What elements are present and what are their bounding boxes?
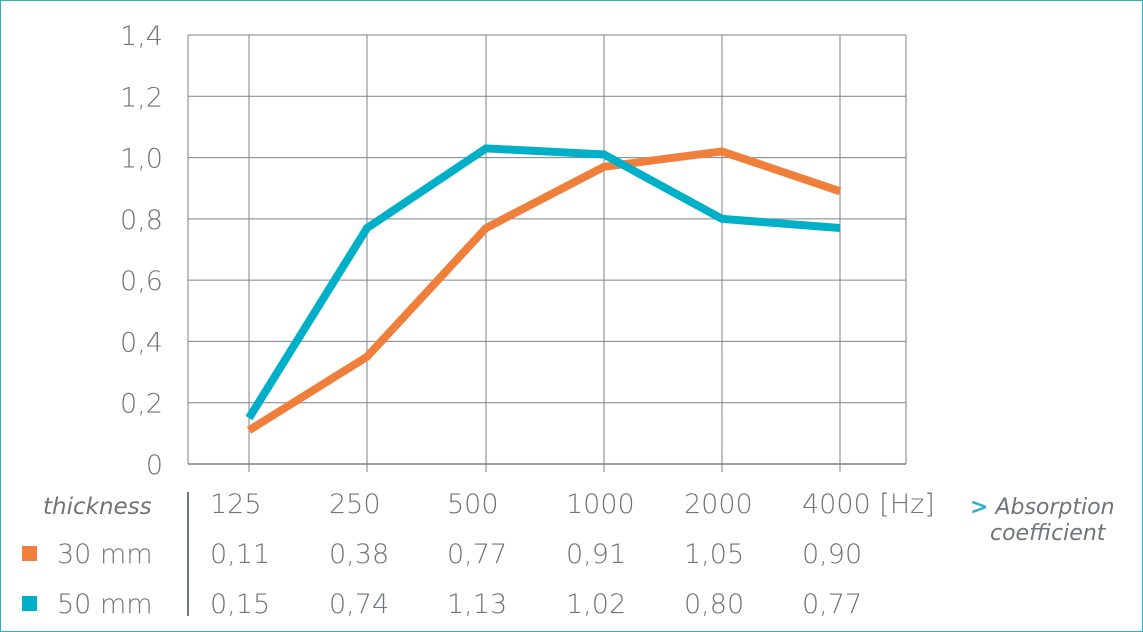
note-line2: coefficient <box>990 521 1106 547</box>
y-tick-label: 0,6 <box>120 266 163 297</box>
table-separator <box>187 492 189 616</box>
y-tick-label: 1,2 <box>120 82 163 113</box>
header-cell: 1000 <box>566 489 635 520</box>
legend-swatch-50mm <box>22 596 37 611</box>
y-tick-label: 0,8 <box>120 205 163 236</box>
row-30mm-cell: 0,38 <box>329 539 390 570</box>
y-tick-label: 0 <box>146 450 163 481</box>
y-tick-label: 0,2 <box>120 389 163 420</box>
row-50mm-cell: 1,13 <box>447 589 508 620</box>
legend-swatch-30mm <box>22 546 37 561</box>
note-line1: Absorption <box>995 495 1115 520</box>
row-30mm-cell: 0,90 <box>802 539 863 570</box>
row-label-30mm: 30 mm <box>57 539 153 570</box>
series-line-50mm <box>245 144 841 421</box>
row-50mm-cell: 1,02 <box>566 589 627 620</box>
row-30mm-cell: 0,91 <box>566 539 627 570</box>
header-cell: 250 <box>329 489 381 520</box>
row-50mm-cell: 0,80 <box>684 589 745 620</box>
series-line-30mm <box>246 147 842 434</box>
chart: 0 0,2 0,4 0,6 0,8 1,0 1,2 1,4 <box>120 21 907 481</box>
header-cell: 2000 <box>684 489 753 520</box>
y-tick-label: 1,0 <box>120 144 163 175</box>
row-50mm-cell: 0,77 <box>802 589 863 620</box>
y-tick-label: 1,4 <box>120 21 163 52</box>
row-label-50mm: 50 mm <box>57 589 153 620</box>
row-30mm-cell: 1,05 <box>684 539 745 570</box>
row-50mm-cell: 0,74 <box>329 589 390 620</box>
row-30mm-cell: 0,11 <box>210 539 271 570</box>
y-tick-label: 0,4 <box>120 327 163 358</box>
header-cell: 500 <box>447 489 499 520</box>
header-cell: 4000 [Hz] <box>802 489 935 520</box>
header-cell: 125 <box>210 489 262 520</box>
row-50mm-cell: 0,15 <box>210 589 271 620</box>
row-30mm-cell: 0,77 <box>447 539 508 570</box>
arrow-icon: > <box>970 495 989 520</box>
table-header-label: thickness <box>43 494 152 520</box>
absorption-note: > Absorption coefficient <box>970 495 1115 548</box>
